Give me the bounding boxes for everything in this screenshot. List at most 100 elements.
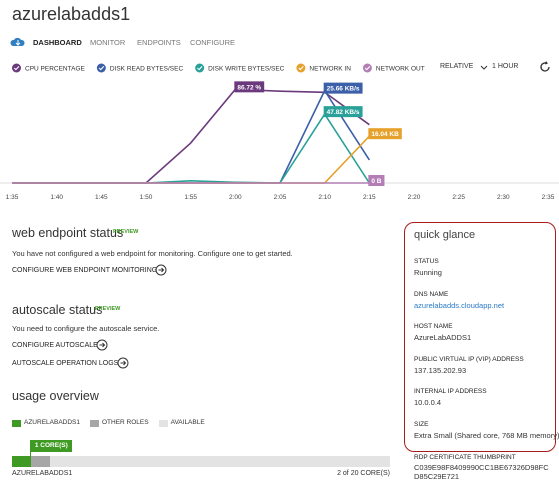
field-label: SIZE (414, 420, 429, 428)
value-label: 86.72 % (234, 81, 265, 93)
arrow-icon (96, 339, 108, 351)
legend-label: OTHER ROLES (102, 419, 149, 426)
arrow-icon (155, 264, 167, 276)
legend-toggle[interactable] (362, 63, 372, 73)
x-tick-label: 2:00 (229, 194, 242, 201)
dropdown-chevron (480, 65, 488, 70)
x-tick-label: 1:35 (6, 194, 19, 201)
legend-label: DISK READ BYTES/SEC (110, 65, 184, 72)
usage-bar: 1 CORE(S) (12, 440, 390, 468)
x-tick-label: 2:35 (542, 194, 555, 201)
preview-badge: PREVIEW (95, 306, 121, 312)
field-value: Running (414, 268, 442, 277)
field-value: Extra Small (Shared core, 768 MB memory) (414, 430, 559, 440)
page-title: azurelabadds1 (12, 4, 131, 24)
value-label-box (368, 175, 385, 186)
range-mode[interactable]: RELATIVE (440, 63, 474, 70)
legend-toggle[interactable] (96, 63, 106, 73)
legend-label: CPU PERCENTAGE (25, 65, 85, 72)
legend-swatch (12, 420, 21, 427)
series-line (12, 88, 371, 184)
x-tick-label: 1:50 (140, 194, 153, 201)
usage-summary: 2 of 20 CORE(S) (337, 470, 390, 477)
section-text: You need to configure the autoscale serv… (12, 324, 160, 333)
action-link[interactable]: CONFIGURE AUTOSCALE (12, 342, 98, 349)
field-label: PUBLIC VIRTUAL IP (VIP) ADDRESS (414, 355, 524, 363)
tab-dashboard[interactable]: DASHBOARD (33, 38, 82, 47)
value-label-text: 86.72 % (237, 84, 261, 91)
value-label-box (323, 82, 363, 94)
rdp-label: RDP CERTIFICATE THUMBPRINT (414, 454, 516, 461)
legend-check (197, 66, 203, 71)
tab-configure[interactable]: CONFIGURE (190, 38, 235, 47)
dashboard-icon (10, 37, 25, 46)
value-label-box (234, 81, 265, 93)
value-label-text: 16.04 KB (371, 131, 399, 138)
series-line (12, 112, 371, 184)
highlight-frame (404, 222, 556, 452)
tab-endpoints[interactable]: ENDPOINTS (137, 38, 181, 47)
field-value: 10.0.0.4 (414, 398, 442, 407)
field-label: HOST NAME (414, 323, 453, 330)
legend-check (98, 66, 105, 71)
x-tick-label: 2:30 (497, 194, 510, 201)
legend-label: DISK WRITE BYTES/SEC (208, 65, 285, 72)
x-tick-label: 1:45 (95, 194, 108, 201)
legend-toggle[interactable] (296, 63, 306, 73)
value-label: 47.82 KB/s (323, 106, 363, 118)
field-value[interactable]: azurelabadds.cloudapp.net (414, 300, 505, 310)
field-label: INTERNAL IP ADDRESS (414, 388, 487, 395)
legend-check (298, 66, 304, 71)
usage-segment (12, 456, 31, 467)
section-text: You have not configured a web endpoint f… (12, 249, 293, 258)
section-title: web endpoint status (12, 226, 124, 240)
chart: 1:35 1:40 1:45 1:50 1:55 2:00 2:05 2:10 2:15 2:20… (0, 63, 559, 201)
legend-label: NETWORK OUT (376, 65, 425, 72)
legend-label: AVAILABLE (170, 419, 205, 426)
usage-segment (30, 456, 50, 467)
quick-glance-title: quick glance (414, 229, 476, 241)
value-label: 0 B (368, 175, 385, 186)
x-tick-label: 2:10 (318, 194, 331, 201)
field-label: DNS NAME (414, 290, 449, 298)
section-title: usage overview (12, 389, 99, 403)
legend-check (364, 66, 371, 71)
action-link[interactable]: AUTOSCALE OPERATION LOGS (12, 360, 119, 367)
section-title: autoscale status (12, 303, 103, 317)
action-link[interactable]: CONFIGURE WEB ENDPOINT MONITORING (12, 267, 158, 274)
legend-label: AZURELABADDS1 (24, 419, 80, 426)
field-label: STATUS (414, 258, 439, 265)
x-tick-label: 2:20 (408, 194, 421, 201)
series-line (12, 88, 370, 184)
value-label: 16.04 KB (368, 128, 402, 140)
field-value: AzureLabADDS1 (414, 333, 472, 342)
legend-swatch (158, 420, 168, 427)
legend-toggle[interactable] (12, 63, 21, 73)
value-label: 25.66 KB/s (323, 82, 363, 94)
rdp-value: C039E98F8409990CC1BE67326D98FCD85C29E721 (414, 463, 549, 481)
x-tick-label: 2:15 (363, 194, 376, 201)
value-label-text: 0 B (371, 178, 381, 185)
usage-callout-stem (29, 440, 31, 456)
refresh-button[interactable] (538, 60, 552, 74)
x-tick-label: 1:40 (50, 194, 63, 201)
tab-monitor[interactable]: MONITOR (90, 38, 126, 47)
value-label-text: 47.82 KB/s (327, 109, 360, 116)
arrow-icon (117, 357, 129, 369)
usage-legend: AZURELABADDS1 OTHER ROLES AVAILABLE (12, 419, 312, 429)
usage-segment (49, 456, 390, 467)
period-select[interactable]: 1 HOUR (492, 63, 519, 70)
usage-row-label: AZURELABADDS1 (12, 470, 73, 477)
legend-label: NETWORK IN (309, 65, 351, 72)
preview-badge: PREVIEW (113, 229, 139, 235)
value-label-box (368, 128, 402, 140)
value-label-box (323, 106, 363, 118)
legend-swatch (90, 420, 99, 427)
usage-callout: 1 CORE(S) (30, 440, 72, 452)
legend-check (13, 66, 20, 71)
legend-toggle[interactable] (195, 63, 205, 73)
field-value: 137.135.202.93 (414, 365, 467, 375)
x-tick-label: 2:25 (452, 194, 465, 201)
x-tick-label: 2:05 (274, 194, 287, 201)
